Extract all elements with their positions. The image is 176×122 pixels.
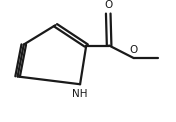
Text: O: O xyxy=(130,45,138,55)
Text: NH: NH xyxy=(72,89,88,99)
Text: O: O xyxy=(104,0,112,10)
